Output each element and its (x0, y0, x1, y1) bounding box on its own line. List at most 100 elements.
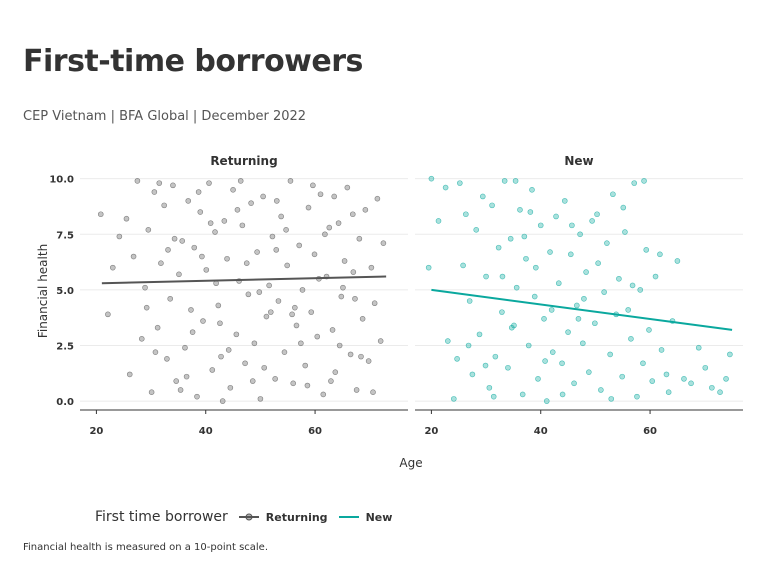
chart-title: First-time borrowers (23, 44, 363, 79)
data-point-returning (326, 224, 333, 231)
data-point-new (527, 209, 534, 215)
data-point-returning (310, 182, 316, 189)
data-point-new (643, 247, 650, 253)
data-point-new (505, 364, 511, 371)
data-point-new (495, 244, 502, 251)
data-point-new (592, 320, 598, 327)
data-point-returning (254, 249, 260, 255)
data-point-new (665, 389, 672, 396)
data-point-new (469, 371, 476, 378)
data-point-returning (341, 258, 348, 264)
data-point-returning (352, 295, 358, 302)
data-point-returning (287, 178, 294, 184)
data-point-returning (322, 231, 328, 238)
data-point-new (620, 204, 627, 211)
data-point-returning (340, 284, 346, 291)
facet-label-new: New (564, 154, 593, 168)
data-point-returning (245, 291, 252, 298)
data-point-new (425, 264, 432, 271)
data-point-returning (126, 371, 133, 378)
facet-label-returning: Returning (210, 154, 277, 168)
data-point-new (631, 180, 638, 186)
data-point-returning (234, 207, 241, 213)
data-point-new (681, 376, 687, 382)
data-point-new (490, 393, 497, 400)
data-point-new (717, 389, 723, 396)
data-point-returning (171, 235, 178, 242)
data-point-new (451, 396, 457, 402)
data-point-returning (164, 356, 170, 362)
data-point-new (580, 340, 586, 347)
data-point-returning (267, 309, 274, 315)
data-point-new (483, 273, 489, 280)
x-tick-label: 40 (534, 426, 548, 437)
data-point-returning (292, 304, 298, 311)
data-point-new (616, 275, 622, 282)
legend-label-returning: Returning (265, 510, 328, 524)
data-point-returning (329, 327, 336, 333)
data-point-returning (167, 295, 173, 302)
data-point-new (553, 213, 559, 220)
legend-key-new (338, 516, 359, 518)
y-tick-label: 2.5 (56, 341, 74, 352)
data-point-returning (365, 358, 372, 364)
data-point-returning (336, 342, 343, 349)
data-point-returning (299, 287, 306, 293)
data-point-new (674, 258, 681, 264)
x-tick-label: 20 (89, 426, 103, 437)
x-tick-label: 60 (308, 426, 322, 437)
data-point-new (489, 202, 495, 209)
data-point-returning (275, 298, 282, 304)
data-point-new (628, 336, 634, 342)
data-point-new (569, 222, 575, 229)
x-tick-label: 60 (643, 426, 657, 437)
data-point-new (622, 229, 628, 235)
data-point-new (428, 175, 435, 182)
data-point-new (466, 298, 473, 304)
data-point-new (513, 284, 520, 291)
data-point-returning (151, 189, 158, 195)
data-point-returning (311, 251, 318, 258)
data-point-new (581, 295, 587, 302)
data-point-returning (347, 351, 354, 358)
data-point-new (521, 233, 528, 240)
data-point-returning (293, 322, 300, 329)
y-tick-label: 10.0 (49, 175, 74, 186)
data-point-new (658, 347, 665, 353)
data-point-new (542, 358, 548, 364)
data-point-new (444, 338, 451, 344)
data-point-returning (185, 198, 192, 204)
data-point-returning (304, 382, 311, 389)
data-point-returning (182, 344, 188, 351)
data-point-returning (261, 364, 268, 371)
data-point-new (547, 249, 553, 255)
data-point-new (508, 324, 515, 331)
data-point-new (629, 282, 636, 289)
y-tick-label: 7.5 (56, 230, 74, 241)
data-point-returning (242, 360, 248, 367)
data-point-new (517, 207, 523, 213)
data-point-returning (370, 389, 376, 396)
data-point-returning (203, 267, 210, 273)
data-point-returning (296, 242, 303, 249)
data-point-returning (207, 220, 214, 226)
legend-title: First time borrower (95, 509, 228, 525)
data-point-returning (273, 247, 280, 253)
data-point-returning (368, 264, 375, 271)
data-point-new (723, 376, 729, 382)
x-tick-label: 40 (199, 426, 213, 437)
data-point-returning (97, 211, 104, 218)
data-point-returning (138, 336, 145, 342)
data-point-new (702, 364, 709, 371)
data-point-returning (130, 253, 137, 260)
data-point-returning (219, 398, 226, 404)
data-point-returning (248, 200, 254, 206)
data-point-new (519, 391, 526, 398)
x-tick-label: 20 (424, 426, 438, 437)
data-point-returning (335, 220, 342, 226)
data-point-new (537, 222, 544, 229)
data-point-new (695, 344, 702, 351)
data-point-returning (116, 233, 123, 240)
data-point-new (548, 307, 555, 313)
data-point-new (531, 293, 538, 300)
